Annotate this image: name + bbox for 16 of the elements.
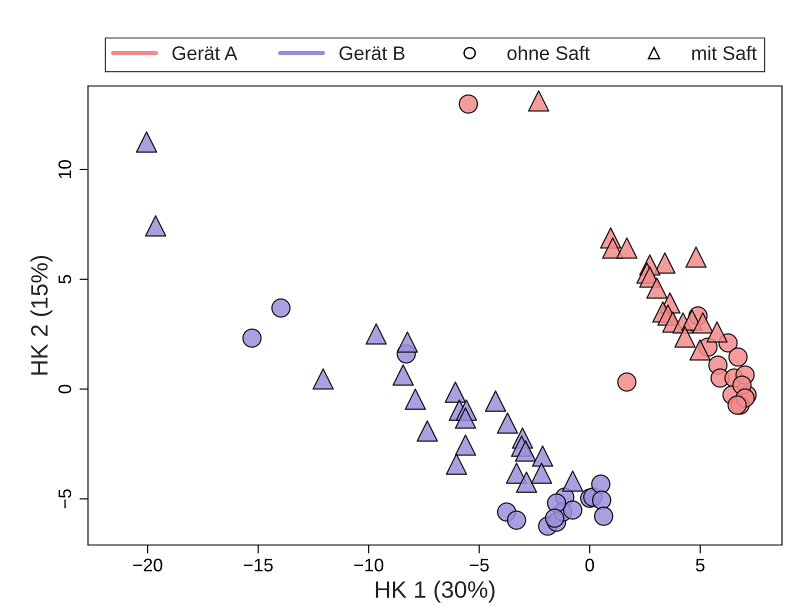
- text: mit Saft: [692, 46, 757, 60]
- y-tick-label: 5: [58, 275, 72, 284]
- x-tick-label: −5: [470, 558, 489, 572]
- x-tick-label: 0: [585, 558, 594, 572]
- x-tick-label: 5: [696, 558, 704, 572]
- y-tick-label: 0: [58, 384, 72, 394]
- x-tick-label: −15: [244, 558, 273, 572]
- y-axis-title: HK 2 (15%): [30, 256, 52, 375]
- y-tick-label: −5: [58, 489, 72, 508]
- y-tick-label: 10: [58, 160, 72, 178]
- text: ohne Saft: [507, 46, 590, 60]
- legend-label: Gerät A: [172, 46, 238, 60]
- x-tick-label: −10: [354, 558, 384, 572]
- x-axis-title: HK 1 (30%): [376, 580, 495, 603]
- legend-label: Gerät B: [339, 46, 404, 60]
- x-tick-label: −20: [133, 558, 162, 572]
